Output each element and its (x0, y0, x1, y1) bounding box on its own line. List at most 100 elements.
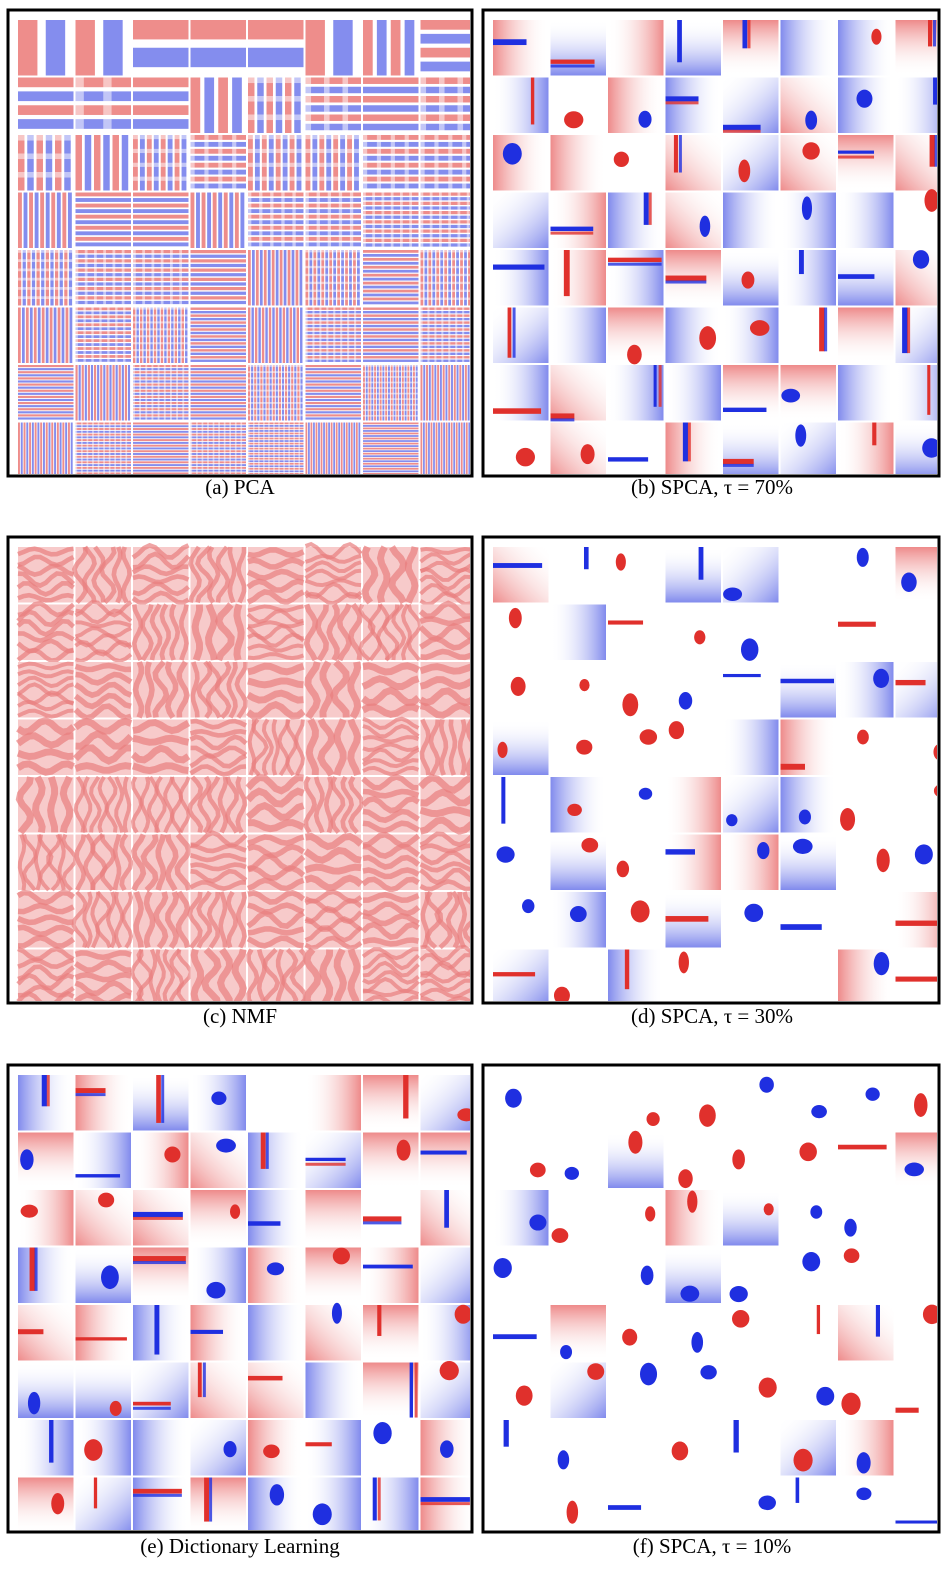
stripe (140, 834, 159, 892)
filter-tile (361, 947, 420, 1001)
stripe (49, 307, 53, 363)
stripe (305, 114, 361, 121)
filter-tile (305, 1420, 361, 1476)
stripe (363, 381, 419, 384)
filter-tile (133, 1305, 189, 1361)
stripe (298, 422, 300, 474)
filter-tile (189, 830, 248, 891)
filter-tile (363, 307, 419, 362)
stripe (86, 422, 89, 474)
tile-bg (493, 949, 549, 1001)
stripe (190, 383, 246, 386)
stripe (190, 371, 246, 374)
stripe (18, 259, 74, 263)
stripe (390, 192, 394, 248)
stripe (133, 433, 189, 436)
stripe (75, 77, 84, 133)
stripe (275, 365, 278, 421)
filter-tile (71, 545, 132, 605)
stripe (18, 368, 74, 371)
stripe (90, 365, 94, 421)
filter-tile (190, 77, 242, 133)
stripe (133, 461, 189, 464)
stripe (133, 444, 189, 447)
stripe (114, 422, 117, 474)
blob (873, 668, 890, 689)
stripe (445, 422, 448, 474)
stripe (317, 718, 336, 777)
stripe (133, 176, 189, 181)
stripe (34, 422, 37, 474)
stripe (423, 422, 425, 474)
filter-tile (419, 718, 470, 777)
stripe (111, 546, 123, 604)
filter-tile (493, 1334, 537, 1340)
stripe (279, 250, 283, 306)
tile-bg (18, 1420, 74, 1476)
stripe (190, 328, 246, 331)
filter-tile (550, 777, 606, 833)
stripe (363, 273, 419, 277)
stripe (74, 599, 133, 618)
stripe (188, 545, 202, 603)
stripe (420, 257, 470, 261)
stripe (457, 77, 464, 133)
filter-tile (246, 547, 305, 605)
stripe (419, 718, 431, 776)
blob (816, 1386, 835, 1406)
stripe (363, 414, 419, 417)
blob (567, 803, 582, 817)
filter-tile (75, 192, 131, 247)
stripe (305, 20, 325, 76)
stripe (75, 198, 131, 202)
filter-tile (665, 422, 721, 474)
bar-feature (927, 365, 931, 415)
stripe (69, 307, 73, 363)
stripe (169, 948, 185, 1001)
stripe (187, 891, 203, 949)
blob (749, 320, 770, 336)
stripe (296, 307, 299, 363)
filter-tile (640, 1265, 654, 1286)
stripe (248, 422, 304, 425)
stripe (451, 365, 453, 421)
stripe (363, 324, 419, 328)
stripe (84, 135, 92, 191)
tile-bg (133, 1247, 189, 1303)
stripe (295, 250, 299, 306)
stripe (16, 675, 74, 689)
stripe (254, 365, 257, 421)
stripe (133, 466, 189, 469)
stripe (190, 405, 246, 408)
stripe (363, 77, 419, 84)
stripe (47, 775, 59, 833)
stripe (56, 192, 61, 248)
stripe (354, 307, 357, 363)
stripe (363, 345, 419, 349)
filter-tile (838, 662, 894, 718)
stripe (226, 890, 238, 949)
stripe (133, 417, 189, 420)
filter-tile (665, 1247, 721, 1303)
stripe (363, 445, 419, 447)
stripe (299, 250, 303, 306)
blob (615, 553, 626, 571)
stripe (251, 307, 254, 363)
filter-tile (622, 1328, 638, 1346)
stripe (245, 787, 305, 808)
filter-tile (133, 1075, 189, 1131)
filter-tile (895, 77, 937, 133)
filter-tile (496, 846, 515, 863)
tile-bg (838, 365, 894, 421)
filter-tile (190, 1362, 246, 1418)
stripe (83, 307, 86, 363)
filter-tile (838, 20, 894, 76)
filter-tile (363, 1362, 419, 1418)
stripe (376, 20, 387, 76)
filter-tile (18, 1190, 74, 1246)
stripe (363, 398, 419, 400)
stripe (434, 307, 437, 363)
stripe (133, 402, 189, 405)
stripe (420, 317, 470, 321)
stripe (205, 603, 218, 661)
